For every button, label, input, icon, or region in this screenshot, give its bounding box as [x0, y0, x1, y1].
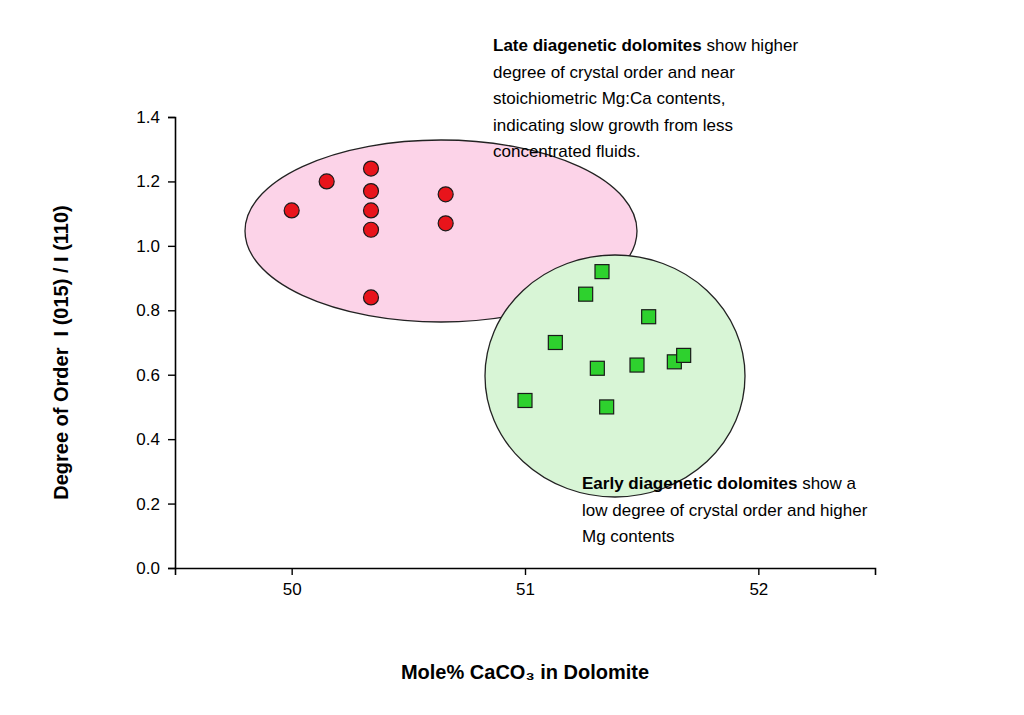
point [364, 290, 379, 305]
tick: 51 [516, 568, 535, 599]
tick: 1.2 [136, 172, 175, 191]
point [438, 187, 453, 202]
point [364, 222, 379, 237]
point [595, 265, 609, 279]
tick-mark [168, 503, 175, 504]
tick: 0.0 [136, 559, 175, 578]
point [677, 348, 691, 362]
tick-mark [291, 568, 292, 575]
point [590, 361, 604, 375]
tick: 0.6 [136, 366, 175, 385]
annotation-text: stoichiometric Mg:Ca contents, [493, 89, 725, 108]
tick-label: 0.8 [136, 301, 160, 320]
tick-mark [168, 568, 175, 569]
series [518, 265, 691, 414]
tick-label: 1.0 [136, 237, 160, 256]
annotation-text: concentrated fluids. [493, 142, 640, 161]
annotation-title: Early diagenetic dolomites [582, 474, 797, 493]
point [364, 184, 379, 199]
annotation-title: Late diagenetic dolomites [493, 36, 702, 55]
x-axis: 50 51 52 [176, 568, 876, 599]
tick-mark [525, 568, 526, 575]
point [600, 400, 614, 414]
point [630, 358, 644, 372]
point [642, 310, 656, 324]
y-axis-title: Degree of Order I (015) / I (110) [50, 205, 72, 500]
tick: 1.0 [136, 237, 175, 256]
point [319, 174, 334, 189]
series [284, 161, 453, 305]
tick: 50 [283, 568, 302, 599]
tick-label: 0.6 [136, 366, 160, 385]
axis-line [168, 118, 176, 569]
tick: 0.2 [136, 495, 175, 514]
point [438, 216, 453, 231]
axis-line [176, 569, 876, 576]
tick-label: 0.2 [136, 495, 160, 514]
point [579, 287, 593, 301]
tick-label: 1.4 [136, 108, 160, 127]
annotation-line: Late diagenetic dolomites show higher [493, 36, 798, 55]
tick-mark [168, 310, 175, 311]
annotation-text: degree of crystal order and near [493, 63, 735, 82]
point [364, 203, 379, 218]
chart: 50 51 52 0.0 0.2 0.4 0.6 0.8 1.0 1.2 1.4 Mole% CaCO… [0, 0, 1024, 715]
annotation: Late diagenetic dolomites show higher deg… [493, 36, 798, 161]
tick-label: 52 [749, 580, 768, 599]
tick: 0.4 [136, 430, 175, 449]
tick: 52 [749, 568, 768, 599]
tick-mark [168, 246, 175, 247]
tick-label: 0.0 [136, 559, 160, 578]
point [548, 336, 562, 350]
tick-label: 51 [516, 580, 535, 599]
y-axis: 0.0 0.2 0.4 0.6 0.8 1.0 1.2 1.4 [136, 108, 175, 578]
point [284, 203, 299, 218]
tick: 0.8 [136, 301, 175, 320]
tick: 1.4 [136, 108, 175, 127]
group-ellipse [245, 140, 637, 322]
tick-mark [168, 181, 175, 182]
group-ellipse [485, 255, 745, 497]
annotation-line: Early diagenetic dolomites show a [582, 474, 857, 493]
x-axis-title: Mole% CaCO₃ in Dolomite [401, 661, 649, 683]
tick-label: 1.2 [136, 172, 160, 191]
tick-mark [168, 375, 175, 376]
tick-label: 50 [283, 580, 302, 599]
annotation-text: low degree of crystal order and higher [582, 501, 868, 520]
point [518, 393, 532, 407]
annotation: Early diagenetic dolomites show a low deg… [582, 474, 868, 546]
annotation-text: show a [797, 474, 856, 493]
tick-mark [758, 568, 759, 575]
annotation-text: show higher [702, 36, 799, 55]
tick-mark [168, 439, 175, 440]
annotation-text: Mg contents [582, 527, 675, 546]
tick-mark [168, 117, 175, 118]
plot-area [284, 161, 691, 414]
tick-label: 0.4 [136, 430, 160, 449]
point [364, 161, 379, 176]
group-ellipses [245, 140, 745, 497]
annotation-text: indicating slow growth from less [493, 116, 733, 135]
